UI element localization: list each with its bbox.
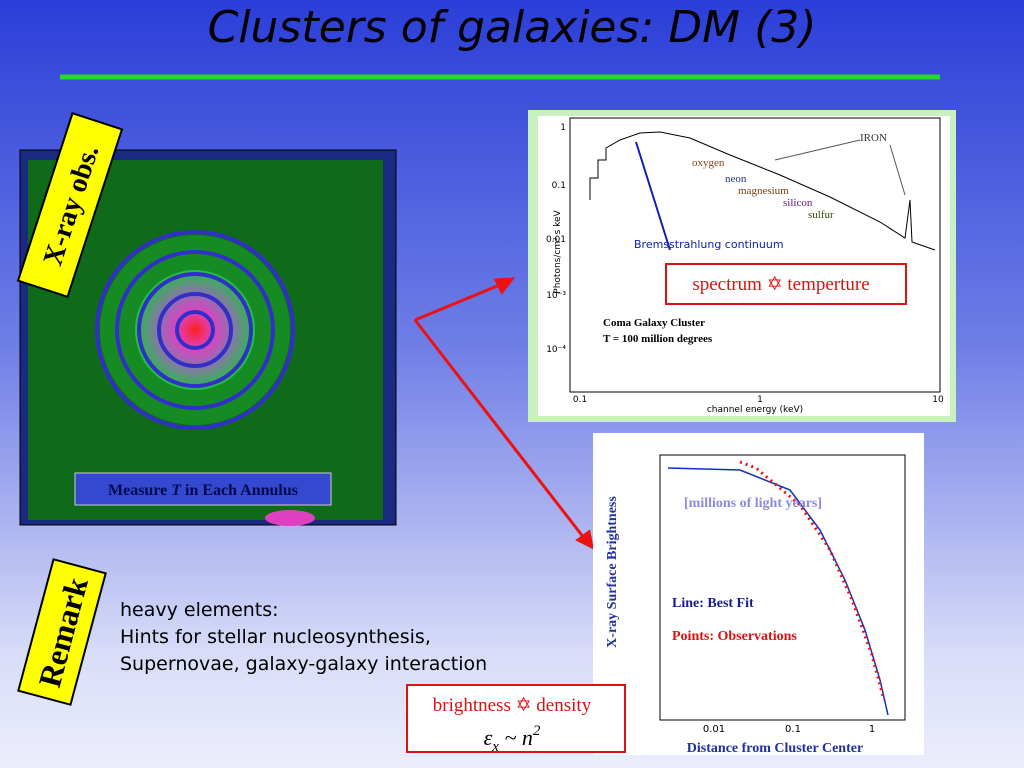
y-tick-label: 0.1: [552, 181, 566, 191]
xray-blob: [265, 510, 315, 526]
arrow-head: [575, 529, 595, 550]
spectrum-box: [665, 263, 907, 305]
annotation: Coma Galaxy Cluster: [603, 317, 705, 329]
x-tick-label: 0.1: [573, 395, 587, 405]
annulus: [95, 230, 295, 430]
x-tick-label: 1: [869, 724, 875, 735]
caption-text: in Each Annulus: [181, 482, 298, 499]
label-box: [17, 558, 107, 706]
arrow-head: [493, 277, 516, 295]
units-note: [millions of light years]: [684, 496, 822, 511]
remark-label: Remark: [17, 558, 107, 706]
xray-caption: Measure T in Each Annulus: [108, 482, 298, 499]
annulus: [115, 250, 275, 410]
label-box: [16, 112, 124, 298]
annotation: IRON: [860, 132, 887, 144]
spectrum-curve: [589, 131, 936, 251]
annotation: silicon: [783, 197, 813, 209]
x-tick-label: 1: [757, 395, 763, 405]
caption-variable: T: [171, 482, 182, 499]
y-axis-label: X-ray Surface Brightness: [605, 496, 620, 648]
annulus: [137, 272, 253, 388]
annulus: [157, 292, 233, 368]
brightness-ticks: 0.01 0.1 1: [703, 724, 875, 735]
x-axis-label: Distance from Cluster Center: [687, 741, 863, 756]
annotation: magnesium: [738, 185, 789, 197]
x-axis-label: channel energy (keV): [707, 405, 803, 415]
x-tick-label: 0.01: [703, 724, 725, 735]
y-tick-label: 10⁻³: [546, 291, 566, 301]
annotation: Bremsstrahlung continuum: [634, 238, 784, 251]
arrow: [413, 319, 586, 539]
caption-box: [74, 472, 332, 506]
continuum-pointer: [635, 141, 671, 251]
caption-text: Measure: [108, 482, 171, 499]
observation-points: [739, 460, 886, 701]
remark-line: heavy elements:: [120, 599, 279, 621]
y-axis-label: Photons/cm² s keV: [553, 209, 563, 293]
x-tick-label: 0.1: [785, 724, 801, 735]
iron-pointer: [774, 139, 906, 196]
formula-exponent: 2: [533, 723, 541, 739]
annotation: oxygen: [692, 157, 725, 169]
brightness-panel: [593, 433, 924, 755]
remark-text: heavy elements: Hints for stellar nucleo…: [120, 599, 487, 675]
y-tick-label: 10⁻⁴: [546, 345, 566, 355]
annotation: sulfur: [808, 209, 834, 221]
remark-line: Hints for stellar nucleosynthesis,: [120, 626, 431, 648]
xray-core: [135, 270, 255, 390]
brightness-notes: [millions of light years] Line: Best Fit…: [672, 496, 822, 644]
points-note: Points: Observations: [672, 629, 797, 644]
formula-relation: ~ n: [499, 725, 533, 750]
formula-symbol: ε: [484, 725, 493, 750]
annotation: neon: [725, 173, 747, 185]
line-note: Line: Best Fit: [672, 596, 754, 611]
arrow: [414, 282, 503, 322]
annuli: [95, 230, 295, 430]
spectrum-annotations: IRON oxygen neon magnesium silicon sulfu…: [603, 132, 887, 345]
remark-line: Supernovae, galaxy-galaxy interaction: [120, 653, 487, 675]
formula-subscript: x: [491, 739, 499, 755]
spectrum-box-text: spectrum ✡ temperture: [692, 274, 869, 295]
brightness-box-text: brightness ✡ density: [433, 695, 592, 716]
formula: εx ~ n2: [484, 723, 541, 755]
slide-title: Clusters of galaxies: DM (3): [208, 2, 817, 53]
brightness-axes: [659, 454, 906, 721]
annotation: T = 100 million degrees: [603, 333, 713, 345]
y-tick-label: 0.01: [546, 235, 566, 245]
brightness-box: [406, 684, 626, 753]
spectrum-labels: Photons/cm² s keV channel energy (keV) 0…: [546, 123, 944, 415]
annulus: [175, 310, 215, 350]
x-tick-label: 10: [932, 395, 944, 405]
y-tick-label: 1: [560, 123, 566, 133]
spectrum-axes: [569, 117, 941, 393]
arrows: [413, 277, 595, 550]
